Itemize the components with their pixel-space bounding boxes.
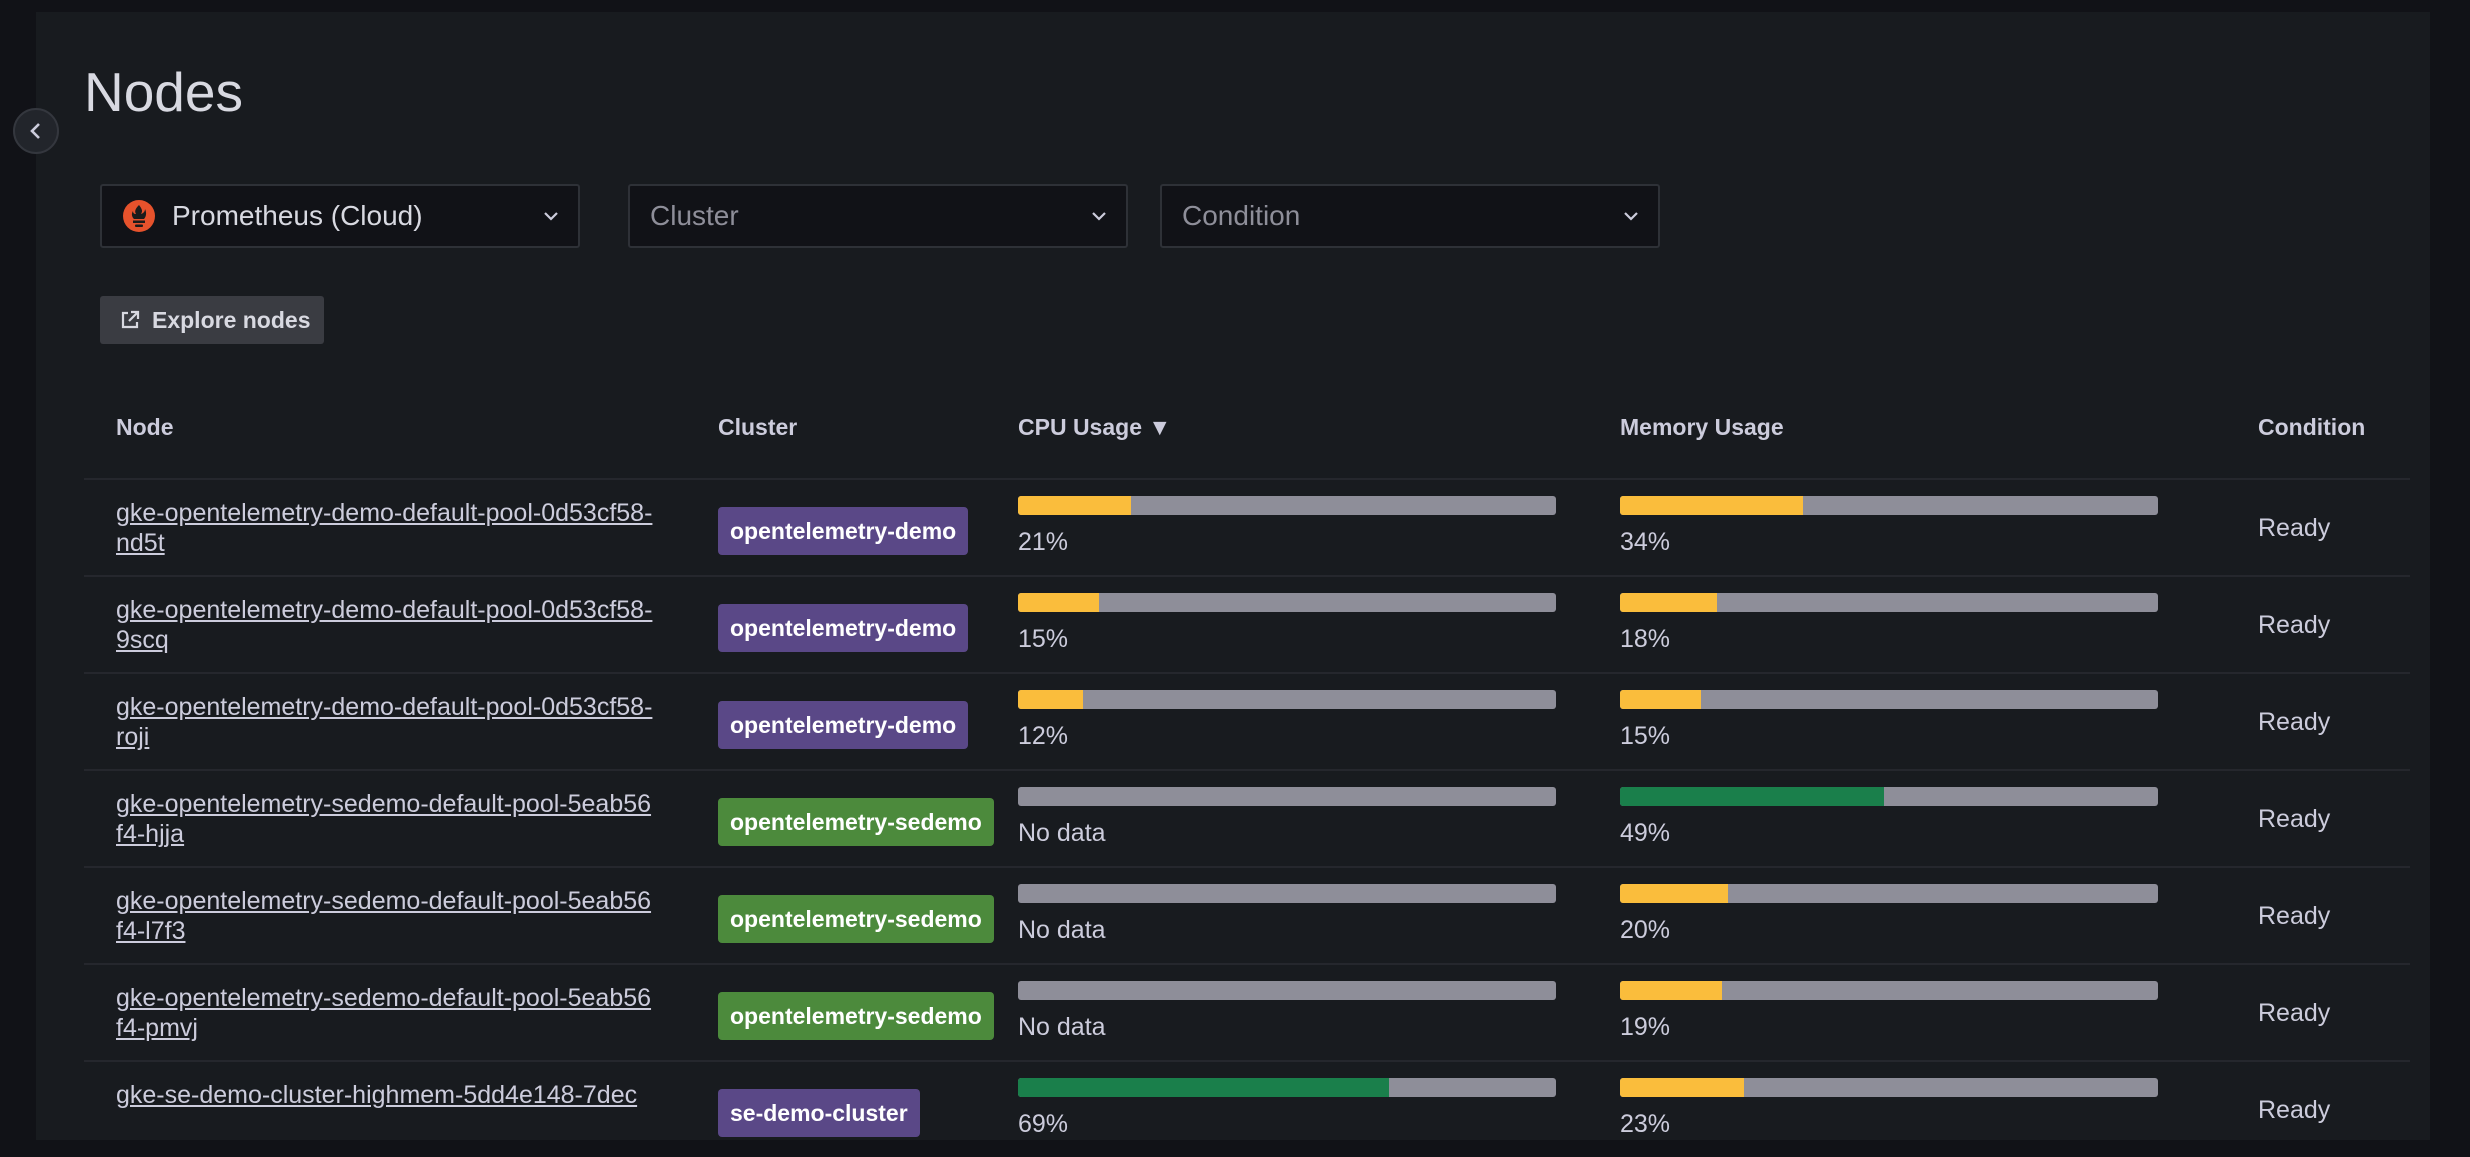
cpu-usage-bar-fill	[1018, 496, 1131, 515]
cpu-usage-bar	[1018, 981, 1556, 1000]
column-header-condition[interactable]: Condition	[2258, 414, 2366, 440]
cluster-badge[interactable]: opentelemetry-demo	[718, 604, 969, 652]
cluster-select[interactable]: Cluster	[628, 184, 1128, 248]
cpu-usage-bar-fill	[1018, 690, 1083, 709]
cpu-usage-value: 69%	[1018, 1110, 1069, 1138]
explore-nodes-button[interactable]: Explore nodes	[100, 296, 324, 344]
table-row: gke-opentelemetry-sedemo-default-pool-5e…	[84, 771, 2410, 868]
cpu-usage-bar	[1018, 690, 1556, 709]
nodes-table: Node Cluster CPU Usage ▼ Memory Usage Co…	[84, 382, 2410, 1157]
cluster-badge[interactable]: opentelemetry-demo	[718, 507, 969, 555]
memory-usage-bar-fill	[1620, 593, 1717, 612]
node-name-link[interactable]: gke-opentelemetry-demo-default-pool-0d53…	[116, 499, 653, 557]
node-name-link[interactable]: gke-se-demo-cluster-highmem-5dd4e148-7de…	[116, 1081, 638, 1109]
memory-usage-bar	[1620, 787, 2158, 806]
cluster-badge[interactable]: opentelemetry-sedemo	[718, 992, 994, 1040]
column-header-cluster[interactable]: Cluster	[718, 414, 798, 440]
node-name-link[interactable]: gke-opentelemetry-sedemo-default-pool-5e…	[116, 790, 652, 848]
cpu-usage-bar	[1018, 1078, 1556, 1097]
table-row: gke-opentelemetry-demo-default-pool-0d53…	[84, 577, 2410, 674]
condition-status: Ready	[2258, 514, 2331, 542]
cpu-usage-value: No data	[1018, 916, 1106, 944]
condition-status: Ready	[2258, 708, 2331, 736]
column-header-memory-usage[interactable]: Memory Usage	[1620, 414, 1784, 440]
cpu-usage-bar-fill	[1018, 1078, 1390, 1097]
node-name-link[interactable]: gke-opentelemetry-demo-default-pool-0d53…	[116, 693, 653, 751]
cluster-badge[interactable]: se-demo-cluster	[718, 1089, 920, 1137]
table-header: Node Cluster CPU Usage ▼ Memory Usage Co…	[84, 382, 2410, 480]
cpu-usage-value: 15%	[1018, 625, 1069, 653]
column-header-node[interactable]: Node	[116, 414, 174, 440]
explore-nodes-label: Explore nodes	[152, 306, 311, 333]
memory-usage-value: 49%	[1620, 819, 1671, 847]
condition-status: Ready	[2258, 1096, 2331, 1124]
memory-usage-value: 19%	[1620, 1013, 1671, 1041]
cluster-select-placeholder: Cluster	[650, 200, 739, 231]
column-header-cpu-usage[interactable]: CPU Usage ▼	[1018, 414, 1172, 440]
table-body: gke-opentelemetry-demo-default-pool-0d53…	[84, 480, 2410, 1157]
cpu-usage-bar	[1018, 496, 1556, 515]
cluster-badge[interactable]: opentelemetry-sedemo	[718, 798, 994, 846]
memory-usage-value: 34%	[1620, 528, 1671, 556]
cpu-usage-value: 12%	[1018, 722, 1069, 750]
external-link-icon	[118, 308, 142, 332]
node-name-link[interactable]: gke-opentelemetry-sedemo-default-pool-5e…	[116, 887, 652, 945]
memory-usage-bar	[1620, 496, 2158, 515]
memory-usage-bar	[1620, 981, 2158, 1000]
node-name-link[interactable]: gke-opentelemetry-sedemo-default-pool-5e…	[116, 984, 652, 1042]
prometheus-icon	[122, 199, 156, 233]
memory-usage-bar-fill	[1620, 981, 1723, 1000]
cpu-usage-bar	[1018, 593, 1556, 612]
datasource-select-value: Prometheus (Cloud)	[172, 200, 423, 231]
table-row: gke-opentelemetry-demo-default-pool-0d53…	[84, 480, 2410, 577]
table-row: gke-opentelemetry-demo-default-pool-0d53…	[84, 674, 2410, 771]
chevron-down-icon	[1090, 210, 1108, 222]
memory-usage-bar-fill	[1620, 787, 1884, 806]
cpu-usage-value: No data	[1018, 1013, 1106, 1041]
chevron-down-icon	[1622, 210, 1640, 222]
condition-status: Ready	[2258, 902, 2331, 930]
chevron-left-icon	[28, 120, 44, 142]
memory-usage-value: 23%	[1620, 1110, 1671, 1138]
cpu-usage-value: No data	[1018, 819, 1106, 847]
memory-usage-bar	[1620, 884, 2158, 903]
memory-usage-bar-fill	[1620, 884, 1728, 903]
memory-usage-value: 20%	[1620, 916, 1671, 944]
condition-select-placeholder: Condition	[1182, 200, 1301, 231]
cpu-usage-value: 21%	[1018, 528, 1069, 556]
table-row: gke-se-demo-cluster-highmem-5dd4e148-7de…	[84, 1062, 2410, 1157]
table-row: gke-opentelemetry-sedemo-default-pool-5e…	[84, 965, 2410, 1062]
memory-usage-bar-fill	[1620, 1078, 1744, 1097]
page-container: Nodes Prometheus (Cloud) Cluster Conditi…	[36, 12, 2430, 1140]
memory-usage-bar-fill	[1620, 496, 1803, 515]
memory-usage-bar-fill	[1620, 690, 1701, 709]
page-title: Nodes	[84, 61, 243, 123]
cluster-badge[interactable]: opentelemetry-demo	[718, 701, 969, 749]
condition-status: Ready	[2258, 611, 2331, 639]
memory-usage-value: 18%	[1620, 625, 1671, 653]
node-name-link[interactable]: gke-opentelemetry-demo-default-pool-0d53…	[116, 596, 653, 654]
condition-status: Ready	[2258, 999, 2331, 1027]
memory-usage-bar	[1620, 690, 2158, 709]
cpu-usage-bar	[1018, 884, 1556, 903]
chevron-down-icon	[542, 210, 560, 222]
collapse-sidebar-button[interactable]	[13, 108, 59, 154]
memory-usage-bar	[1620, 1078, 2158, 1097]
cluster-badge[interactable]: opentelemetry-sedemo	[718, 895, 994, 943]
condition-status: Ready	[2258, 805, 2331, 833]
condition-select[interactable]: Condition	[1160, 184, 1660, 248]
memory-usage-value: 15%	[1620, 722, 1671, 750]
memory-usage-bar	[1620, 593, 2158, 612]
cpu-usage-bar	[1018, 787, 1556, 806]
table-row: gke-opentelemetry-sedemo-default-pool-5e…	[84, 868, 2410, 965]
datasource-select[interactable]: Prometheus (Cloud)	[100, 184, 580, 248]
cpu-usage-bar-fill	[1018, 593, 1099, 612]
